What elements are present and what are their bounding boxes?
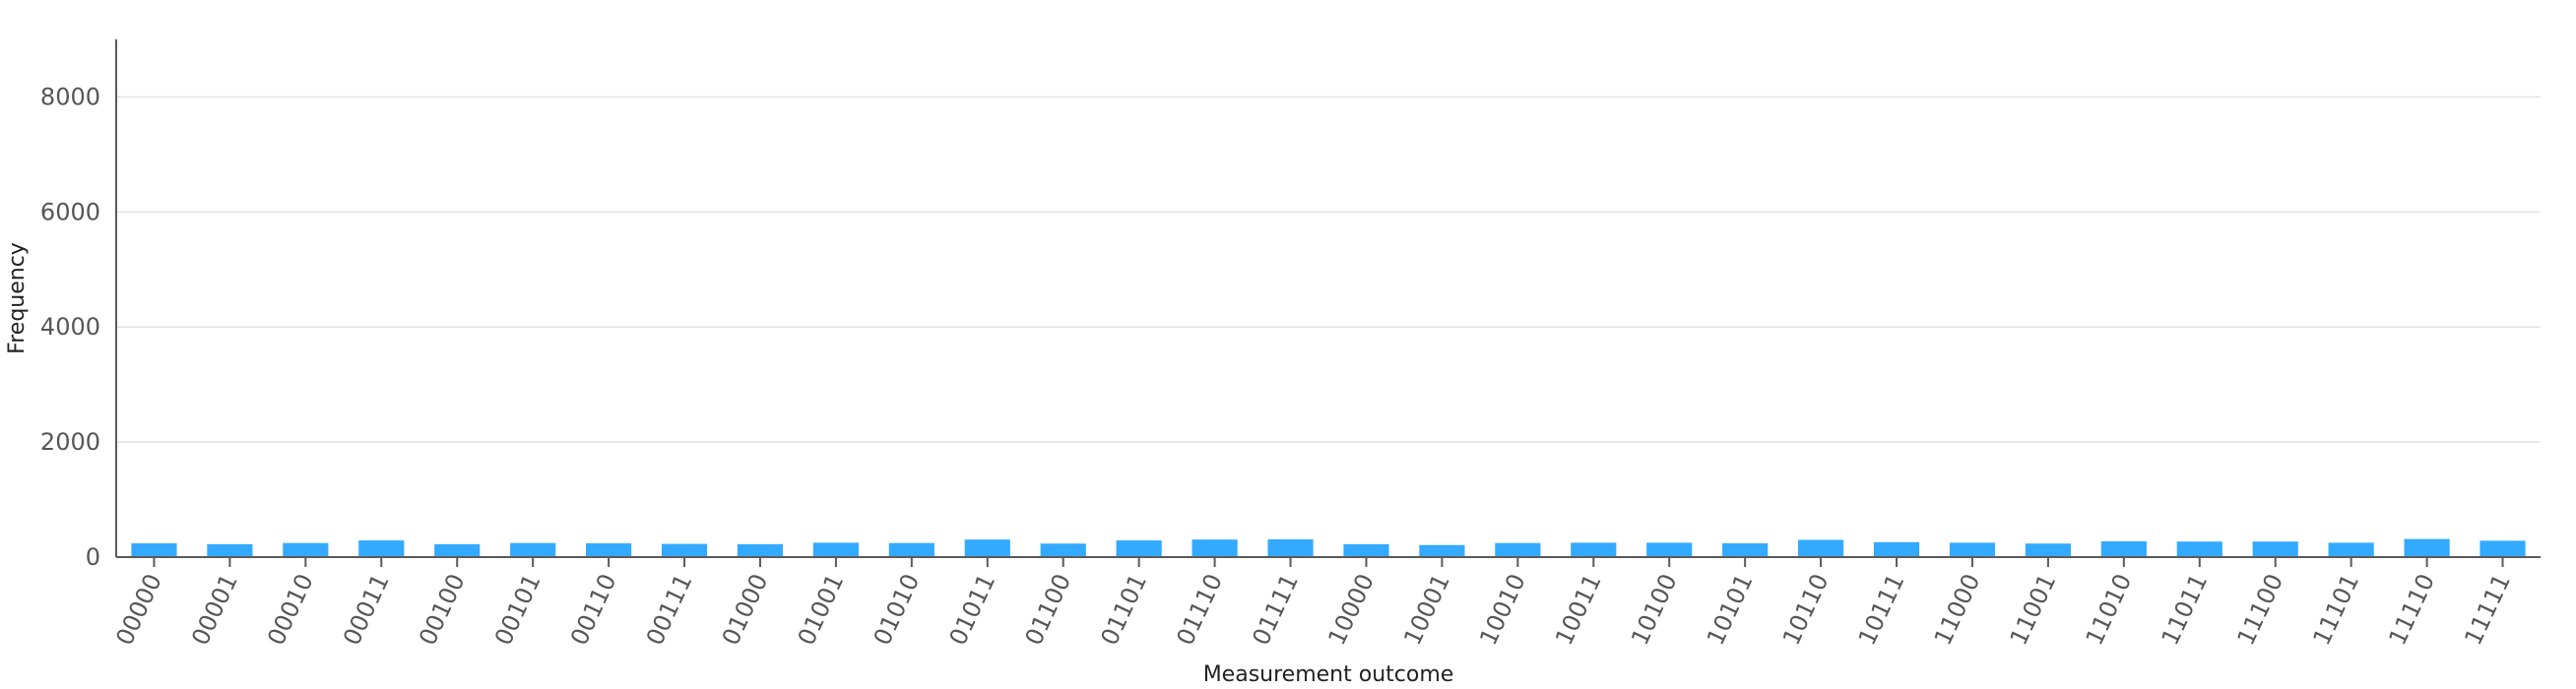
x-tick-label: 01001 xyxy=(793,570,850,650)
x-tick-label: 10101 xyxy=(1702,570,1759,650)
x-tick-label: 01010 xyxy=(869,570,926,650)
x-tick-label: 11110 xyxy=(2383,570,2440,650)
bar xyxy=(2404,538,2450,557)
bar xyxy=(2252,541,2298,557)
bar xyxy=(1722,542,1769,557)
x-tick-label: 10010 xyxy=(1474,570,1531,650)
bar xyxy=(2100,540,2147,557)
bar xyxy=(888,542,934,557)
x-tick-label: 00001 xyxy=(186,570,243,650)
y-tick-label: 6000 xyxy=(40,198,100,225)
axes xyxy=(115,39,2541,558)
bar xyxy=(737,543,784,557)
bar xyxy=(510,542,556,557)
x-tick-label: 00111 xyxy=(641,570,698,650)
bar xyxy=(1040,543,1086,557)
x-tick-label: 01101 xyxy=(1095,570,1152,650)
bar xyxy=(1798,539,1844,557)
bar xyxy=(1873,541,1920,557)
y-tick-label: 2000 xyxy=(40,428,100,456)
x-tick-label: 00000 xyxy=(110,570,167,650)
bar xyxy=(2328,542,2374,557)
bar xyxy=(131,542,177,557)
bar xyxy=(1267,538,1314,557)
x-tick-label: 00011 xyxy=(338,570,395,650)
bar xyxy=(1343,543,1389,557)
bar xyxy=(586,542,632,557)
x-tick-label: 11101 xyxy=(2307,570,2364,650)
bar xyxy=(1571,542,1617,557)
bar xyxy=(1495,542,1541,557)
y-tick-label: 4000 xyxy=(40,313,100,341)
x-tick-label: 11001 xyxy=(2005,570,2062,650)
x-tick-label: 00101 xyxy=(489,570,547,650)
x-axis-title: Measurement outcome xyxy=(1203,662,1454,687)
x-tick-label: 11111 xyxy=(2459,570,2516,650)
x-tick-label: 11000 xyxy=(1929,570,1986,650)
y-tick-labels: 0 2000 4000 6000 8000 xyxy=(40,83,100,571)
bar xyxy=(283,542,329,557)
bar xyxy=(2025,543,2071,557)
x-tick-label: 00110 xyxy=(565,570,622,650)
y-tick-label: 8000 xyxy=(40,83,100,110)
x-tick-label: 10000 xyxy=(1322,570,1380,650)
x-tick-label: 10100 xyxy=(1626,570,1683,650)
x-tick-label: 11010 xyxy=(2081,570,2138,650)
x-tick-label: 01000 xyxy=(717,570,774,650)
x-tick-label: 10001 xyxy=(1398,570,1455,650)
bar xyxy=(661,543,708,557)
gridlines xyxy=(116,95,2541,443)
x-tick-label: 10110 xyxy=(1777,570,1835,650)
bar xyxy=(1646,542,1693,557)
bar xyxy=(2176,541,2222,557)
bar xyxy=(1419,544,1465,557)
x-tick-label: 01011 xyxy=(944,570,1001,650)
x-tick-labels: 00000 00001 00010 00011 00100 00101 00110 00111… xyxy=(110,557,2516,650)
x-tick-label: 01111 xyxy=(1247,570,1304,650)
bar xyxy=(207,543,253,557)
x-tick-label: 10111 xyxy=(1853,570,1910,650)
x-tick-label: 01110 xyxy=(1171,570,1228,650)
bars xyxy=(131,538,2526,557)
bar xyxy=(1191,539,1238,557)
x-tick-label: 11011 xyxy=(2157,570,2214,650)
bar xyxy=(358,540,405,557)
bar xyxy=(1949,542,1996,557)
x-tick-label: 11100 xyxy=(2232,570,2289,650)
x-tick-label: 01100 xyxy=(1020,570,1077,650)
y-axis-title: Frequency xyxy=(5,242,30,354)
bar xyxy=(2479,540,2526,557)
x-tick-label: 00010 xyxy=(262,570,319,650)
x-tick-label: 00100 xyxy=(414,570,471,650)
bar xyxy=(1116,540,1162,557)
bar xyxy=(812,542,859,557)
y-tick-label: 0 xyxy=(86,543,100,571)
bar xyxy=(964,539,1010,557)
x-tick-label: 10011 xyxy=(1550,570,1607,650)
bar xyxy=(434,543,481,557)
